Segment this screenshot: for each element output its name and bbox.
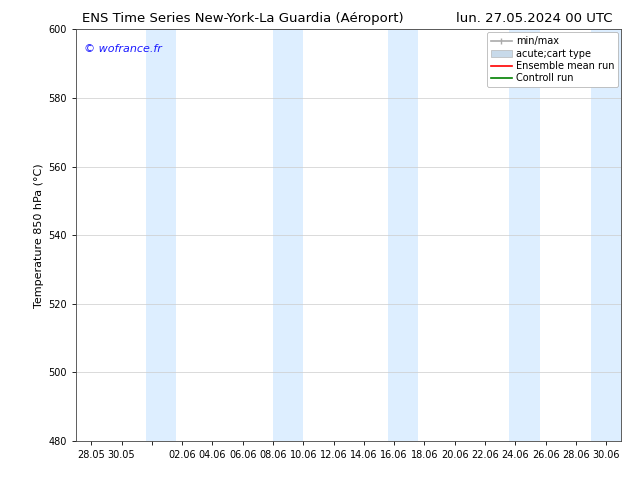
Text: lun. 27.05.2024 00 UTC: lun. 27.05.2024 00 UTC bbox=[456, 12, 613, 25]
Bar bbox=[591, 29, 621, 441]
Bar bbox=[388, 29, 418, 441]
Bar bbox=[273, 29, 303, 441]
Bar bbox=[146, 29, 176, 441]
Text: © wofrance.fr: © wofrance.fr bbox=[84, 44, 162, 54]
Text: ENS Time Series New-York-La Guardia (Aéroport): ENS Time Series New-York-La Guardia (Aér… bbox=[82, 12, 404, 25]
Bar bbox=[509, 29, 540, 441]
Legend: min/max, acute;cart type, Ensemble mean run, Controll run: min/max, acute;cart type, Ensemble mean … bbox=[487, 32, 618, 87]
Y-axis label: Temperature 850 hPa (°C): Temperature 850 hPa (°C) bbox=[34, 163, 44, 308]
